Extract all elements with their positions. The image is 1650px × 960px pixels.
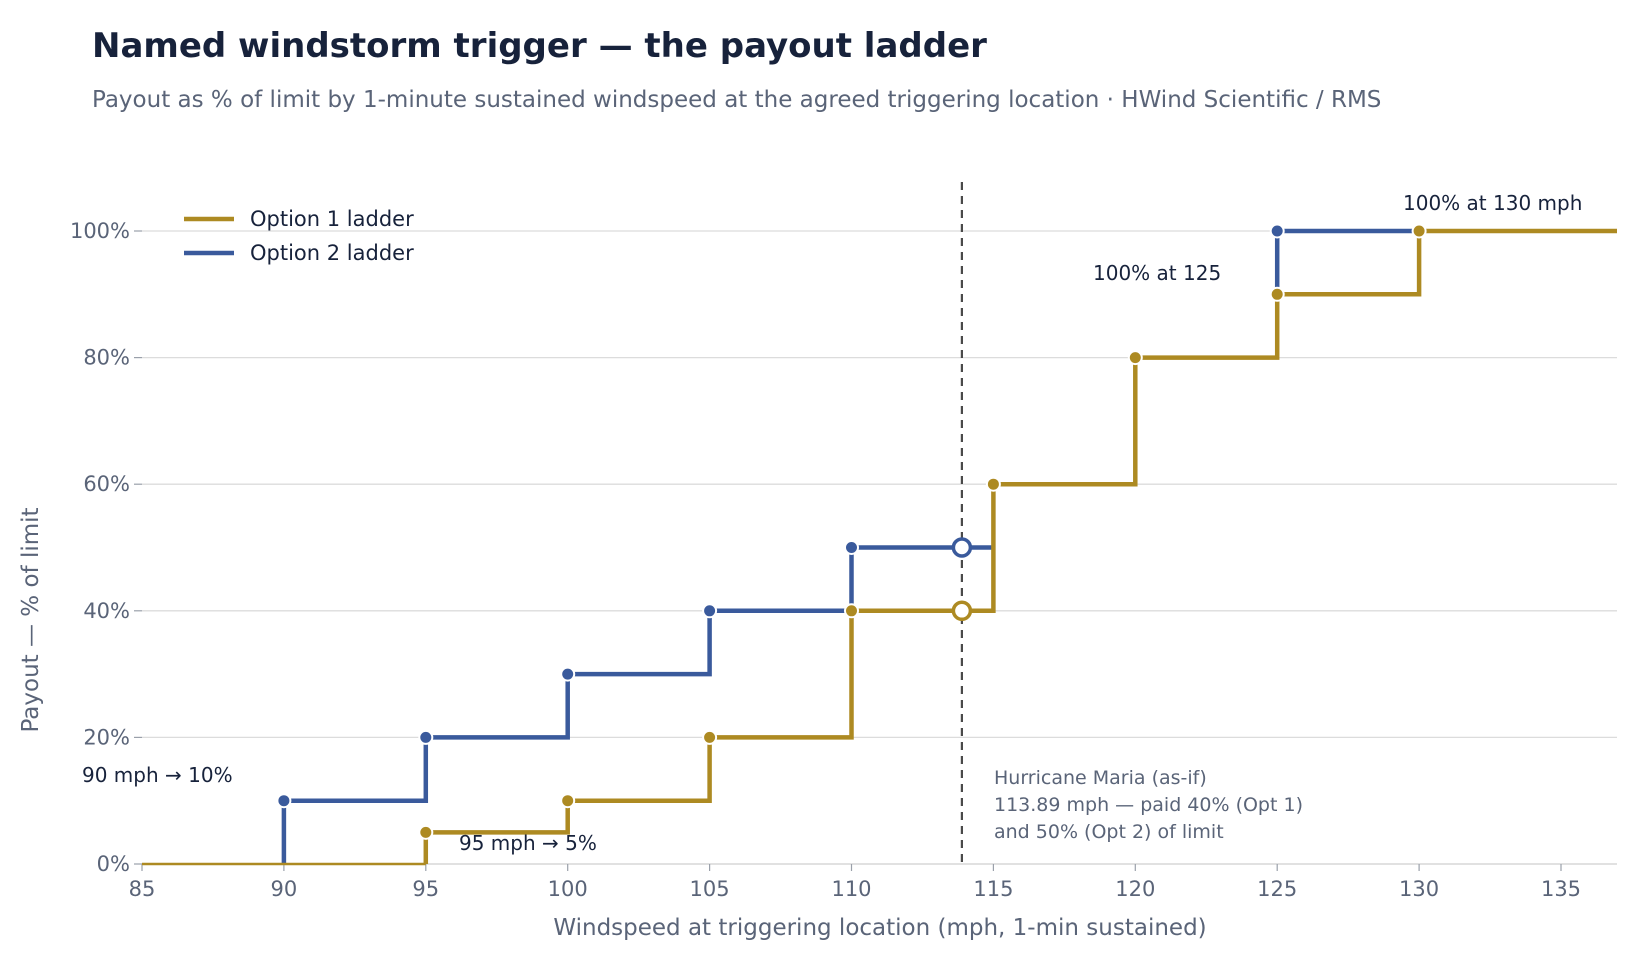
x-tick-label: 100 — [548, 877, 588, 901]
x-tick-label: 105 — [690, 877, 730, 901]
y-tick-label: 80% — [83, 346, 130, 370]
option-2-step-line — [281, 545, 994, 864]
y-axis-title: Payout — % of limit — [18, 507, 44, 732]
event-point-option-2 — [951, 537, 973, 558]
option-2-step-line-upper — [1274, 228, 1420, 295]
x-tick-label: 135 — [1541, 877, 1581, 901]
series-markers — [276, 223, 1427, 840]
x-tick-label: 120 — [1115, 877, 1155, 901]
legend-label-option-1: Option 1 ladder — [250, 207, 414, 231]
chart-subtitle: Payout as % of limit by 1-minute sustain… — [92, 87, 1382, 113]
option-1-marker — [985, 476, 1001, 492]
y-tick-label: 0% — [97, 852, 130, 876]
option-2-marker — [418, 729, 434, 745]
x-tick-label: 90 — [271, 877, 298, 901]
option-1-step-line — [423, 228, 1617, 864]
option-1-marker — [844, 603, 859, 619]
annotations: 90 mph → 10% 95 mph → 5% 100% at 125 100… — [82, 191, 1582, 855]
y-tick-label: 40% — [83, 599, 130, 623]
event-note-line-1: Hurricane Maria (as-if) — [994, 767, 1207, 789]
option-1-marker — [418, 824, 434, 840]
annotation-100-at-130: 100% at 130 mph — [1403, 191, 1582, 215]
event-note-line-3: and 50% (Opt 2) of limit — [994, 821, 1224, 843]
option-2-marker — [276, 793, 292, 809]
option-1-marker — [1127, 350, 1143, 366]
x-axis-title: Windspeed at triggering location (mph, 1… — [553, 915, 1206, 941]
x-tick-label: 95 — [412, 877, 439, 901]
x-tick-label: 130 — [1399, 877, 1439, 901]
option-2-marker — [560, 666, 576, 682]
event-note-line-2: 113.89 mph — paid 40% (Opt 1) — [994, 794, 1303, 816]
gridlines — [142, 230, 1617, 739]
option-2-marker — [1269, 223, 1285, 239]
event-point-option-1 — [951, 600, 973, 622]
annotation-90mph: 90 mph → 10% — [82, 763, 233, 787]
x-tick-label: 115 — [973, 877, 1013, 901]
option-1-marker — [560, 793, 576, 809]
x-tick-label: 85 — [129, 877, 156, 901]
chart-title: Named windstorm trigger — the payout lad… — [92, 26, 987, 66]
annotation-100-at-125: 100% at 125 — [1093, 261, 1221, 285]
annotation-95mph: 95 mph → 5% — [459, 831, 597, 855]
legend-label-option-2: Option 2 ladder — [250, 241, 414, 265]
option-2-marker — [702, 603, 718, 619]
x-tick-label: 125 — [1257, 877, 1297, 901]
option-1-marker — [702, 729, 718, 745]
y-tick-label: 20% — [83, 725, 130, 749]
series-lines — [142, 228, 1617, 866]
legend: Option 1 ladder Option 2 ladder — [184, 207, 414, 265]
y-tick-label: 60% — [83, 472, 130, 496]
axes: 0% 20% 40% 60% 80% 100% 85 90 95 100 105 110 115 120 1… — [70, 219, 1617, 901]
option-2-marker — [844, 540, 859, 555]
option-1-marker — [1411, 223, 1427, 239]
option-1-marker — [1269, 286, 1285, 302]
x-tick-label: 110 — [831, 877, 871, 901]
y-tick-label: 100% — [70, 219, 130, 243]
